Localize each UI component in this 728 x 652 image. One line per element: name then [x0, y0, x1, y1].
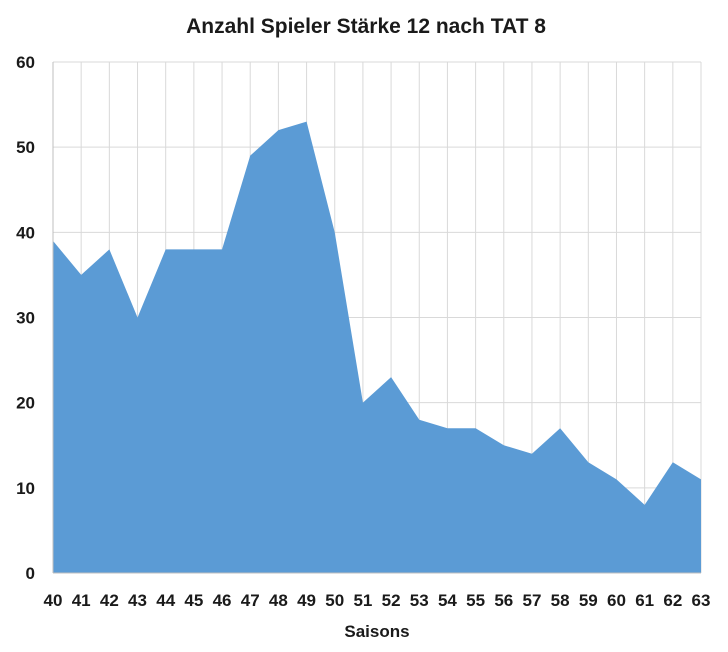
x-tick-label: 44: [156, 591, 175, 610]
x-tick-label: 40: [44, 591, 63, 610]
x-tick-label: 41: [72, 591, 91, 610]
x-tick-label: 60: [607, 591, 626, 610]
x-tick-label: 43: [128, 591, 147, 610]
x-tick-label: 54: [438, 591, 457, 610]
x-tick-label: 50: [325, 591, 344, 610]
x-tick-label: 56: [494, 591, 513, 610]
x-tick-label: 53: [410, 591, 429, 610]
y-axis-ticks: 0 10 20 30 40 50 60: [16, 53, 35, 583]
y-tick-label: 50: [16, 138, 35, 157]
y-tick-label: 10: [16, 479, 35, 498]
x-tick-label: 51: [353, 591, 372, 610]
x-tick-label: 49: [297, 591, 316, 610]
y-tick-label: 20: [16, 394, 35, 413]
y-tick-label: 60: [16, 53, 35, 72]
x-tick-label: 58: [551, 591, 570, 610]
y-tick-label: 0: [26, 564, 35, 583]
area-series: [53, 121, 701, 573]
area-layer: [53, 121, 701, 573]
chart-title: Anzahl Spieler Stärke 12 nach TAT 8: [186, 15, 546, 38]
axis-layer: [52, 62, 701, 574]
x-tick-label: 61: [635, 591, 654, 610]
x-tick-label: 47: [241, 591, 260, 610]
x-tick-label: 46: [213, 591, 232, 610]
y-tick-label: 40: [16, 223, 35, 242]
x-tick-label: 42: [100, 591, 119, 610]
x-axis-title: Saisons: [344, 622, 409, 641]
x-axis-ticks: 40 41 42 43 44 45 46 47 48 49 50 51 52 53 54 55 56 57 58 59…: [44, 591, 711, 610]
x-tick-label: 59: [579, 591, 598, 610]
x-tick-label: 52: [382, 591, 401, 610]
x-tick-label: 48: [269, 591, 288, 610]
x-tick-label: 45: [184, 591, 203, 610]
y-tick-label: 30: [16, 309, 35, 328]
x-tick-label: 62: [663, 591, 682, 610]
x-tick-label: 55: [466, 591, 485, 610]
x-tick-label: 57: [522, 591, 541, 610]
x-tick-label: 63: [692, 591, 711, 610]
